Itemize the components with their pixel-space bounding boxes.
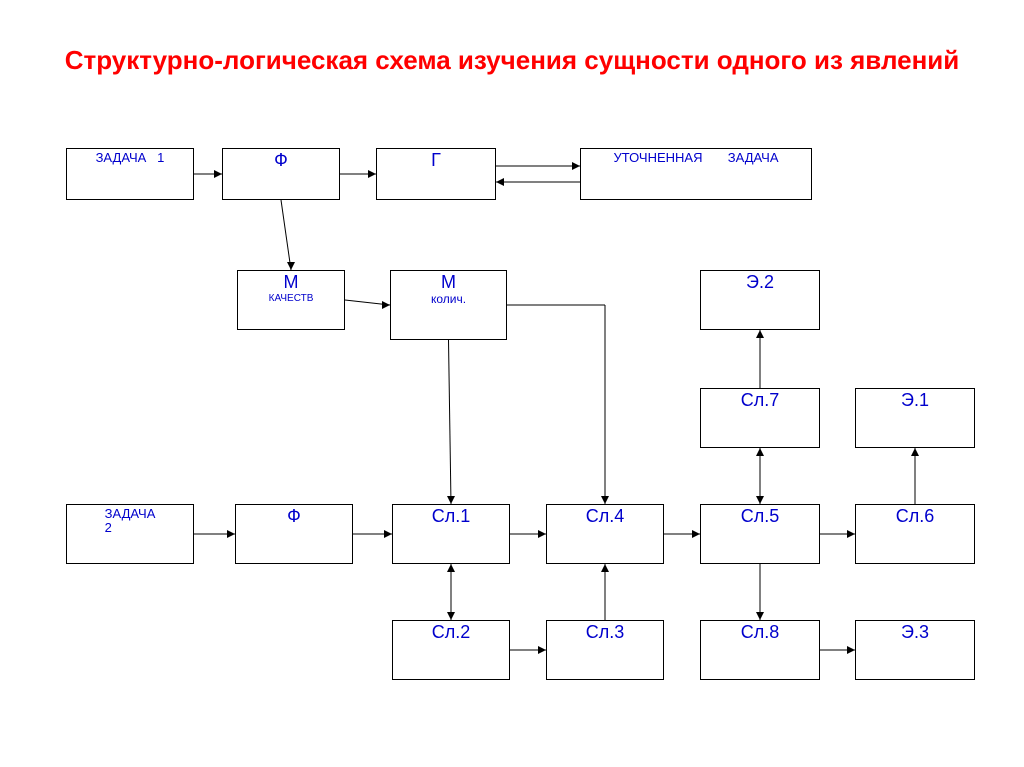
node-label: Ф [274,151,288,171]
node-label: ЗАДАЧА 1 [96,151,165,165]
node-label: Сл.4 [586,507,625,527]
node-label: Г [431,151,441,171]
node-Sl3: Сл.3 [546,620,664,680]
diagram-title: Структурно-логическая схема изучения сущ… [0,44,1024,76]
node-label: Э.3 [901,623,929,643]
node-E3: Э.3 [855,620,975,680]
node-label: Сл.3 [586,623,625,643]
node-label: Э.2 [746,273,774,293]
node-label: УТОЧНЕННАЯ ЗАДАЧА [613,151,778,165]
node-Sl4: Сл.4 [546,504,664,564]
node-label: М [284,273,299,293]
node-G: Г [376,148,496,200]
node-label: ЗАДАЧА 2 [105,507,156,536]
node-label: Сл.7 [741,391,780,411]
node-label: Э.1 [901,391,929,411]
node-sublabel: КАЧЕСТВ [269,293,314,304]
node-E2: Э.2 [700,270,820,330]
node-Sl1: Сл.1 [392,504,510,564]
node-task1: ЗАДАЧА 1 [66,148,194,200]
flowchart-diagram: Структурно-логическая схема изучения сущ… [0,0,1024,767]
node-sublabel: колич. [431,293,466,306]
node-Sl7: Сл.7 [700,388,820,448]
node-task2: ЗАДАЧА 2 [66,504,194,564]
node-refined: УТОЧНЕННАЯ ЗАДАЧА [580,148,812,200]
node-Mkach: МКАЧЕСТВ [237,270,345,330]
node-Mkol: Мколич. [390,270,507,340]
node-Sl8: Сл.8 [700,620,820,680]
node-Sl5: Сл.5 [700,504,820,564]
node-label: Сл.8 [741,623,780,643]
node-label: Сл.5 [741,507,780,527]
node-Sl2: Сл.2 [392,620,510,680]
node-Sl6: Сл.6 [855,504,975,564]
node-F2: Ф [235,504,353,564]
node-F1: Ф [222,148,340,200]
node-label: Сл.1 [432,507,471,527]
node-label: Ф [287,507,301,527]
node-label: Сл.2 [432,623,471,643]
node-label: М [441,273,456,293]
node-label: Сл.6 [896,507,935,527]
node-E1: Э.1 [855,388,975,448]
